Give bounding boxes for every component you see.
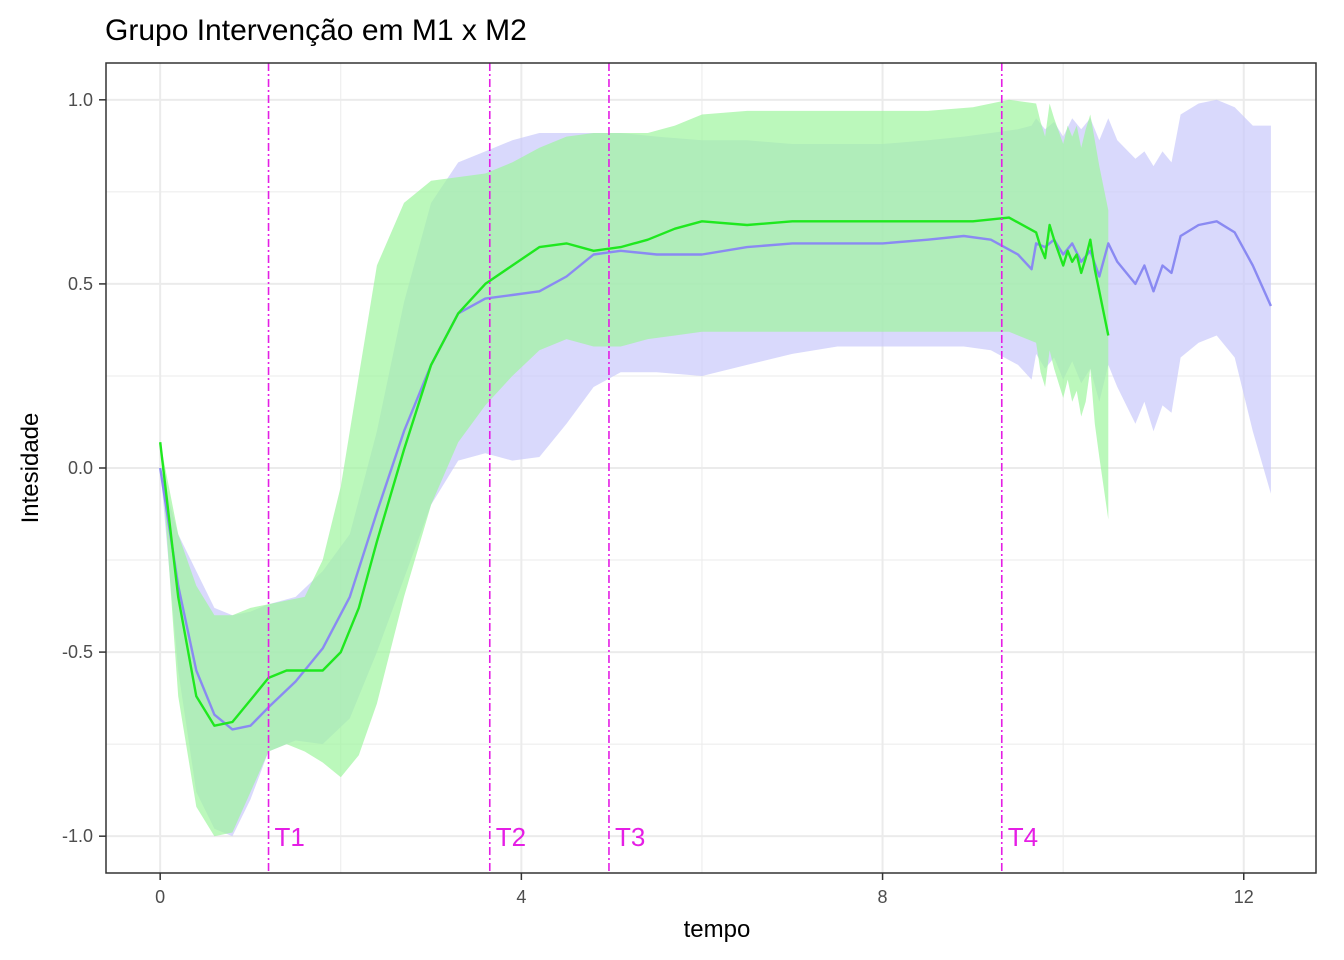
time-markers: T1 T2 T3 T4	[267, 63, 1038, 873]
series-line-blue	[159, 220, 1272, 731]
y-tick-label: 1.0	[68, 90, 93, 110]
chart-title: Grupo Intervenção em M1 x M2	[105, 14, 527, 47]
marker-label-T2: T2	[496, 822, 526, 852]
y-tick-label: -0.5	[62, 642, 93, 662]
x-tick-label: 8	[878, 887, 888, 907]
x-tick-label: 4	[516, 887, 526, 907]
y-axis: -1.0 -0.5 0.0 0.5 1.0	[62, 90, 106, 846]
x-tick-label: 0	[155, 887, 165, 907]
marker-label-T1: T1	[275, 822, 305, 852]
band-green	[160, 99, 1109, 837]
x-axis-title: tempo	[684, 916, 751, 943]
series-line-green	[159, 216, 1110, 727]
confidence-bands	[160, 99, 1271, 837]
y-tick-label: 0.5	[68, 274, 93, 294]
y-axis-title: Intesidade	[17, 413, 44, 524]
series-lines	[159, 216, 1272, 731]
y-tick-label: -1.0	[62, 826, 93, 846]
x-tick-label: 12	[1234, 887, 1254, 907]
x-axis: 0 4 8 12	[155, 873, 1254, 907]
y-tick-label: 0.0	[68, 458, 93, 478]
marker-label-T3: T3	[615, 822, 645, 852]
marker-label-T4: T4	[1008, 822, 1038, 852]
